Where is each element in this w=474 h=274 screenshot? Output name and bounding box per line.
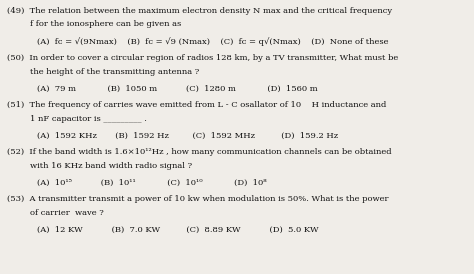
- Text: (50)  In order to cover a circular region of radios 128 km, by a TV transmitter,: (50) In order to cover a circular region…: [7, 54, 398, 62]
- Text: (51)  The frequency of carries wave emitted from L - C osallator of 10    H indu: (51) The frequency of carries wave emitt…: [7, 101, 386, 109]
- Text: f for the ionosphere can be given as: f for the ionosphere can be given as: [30, 20, 182, 28]
- Text: (49)  The relation between the maximum electron density N max and the critical f: (49) The relation between the maximum el…: [7, 7, 392, 15]
- Text: with 16 KHz band width radio signal ?: with 16 KHz band width radio signal ?: [30, 162, 192, 170]
- Text: (A)  fc = √(9Nmax)    (B)  fc = √9 (Nmax)    (C)  fc = q√(Nmax)    (D)  None of : (A) fc = √(9Nmax) (B) fc = √9 (Nmax) (C)…: [37, 38, 389, 46]
- Text: (A)  10¹⁵           (B)  10¹¹            (C)  10¹⁰            (D)  10⁸: (A) 10¹⁵ (B) 10¹¹ (C) 10¹⁰ (D) 10⁸: [37, 179, 267, 187]
- Text: 1 nF capacitor is _________ .: 1 nF capacitor is _________ .: [30, 115, 147, 123]
- Text: the height of the transmitting antenna ?: the height of the transmitting antenna ?: [30, 68, 200, 76]
- Text: (A)  12 KW           (B)  7.0 KW          (C)  8.89 KW           (D)  5.0 KW: (A) 12 KW (B) 7.0 KW (C) 8.89 KW (D) 5.0…: [37, 226, 319, 234]
- Text: (52)  If the band width is 1.6×10¹²Hz , how many communication channels can be o: (52) If the band width is 1.6×10¹²Hz , h…: [7, 148, 392, 156]
- Text: of carrier  wave ?: of carrier wave ?: [30, 209, 104, 217]
- Text: (53)  A transmitter transmit a power of 10 kw when modulation is 50%. What is th: (53) A transmitter transmit a power of 1…: [7, 195, 389, 203]
- Text: (A)  1592 KHz       (B)  1592 Hz         (C)  1592 MHz          (D)  159.2 Hz: (A) 1592 KHz (B) 1592 Hz (C) 1592 MHz (D…: [37, 132, 338, 140]
- Text: (A)  79 m            (B)  1050 m           (C)  1280 m            (D)  1560 m: (A) 79 m (B) 1050 m (C) 1280 m (D) 1560 …: [37, 85, 318, 93]
